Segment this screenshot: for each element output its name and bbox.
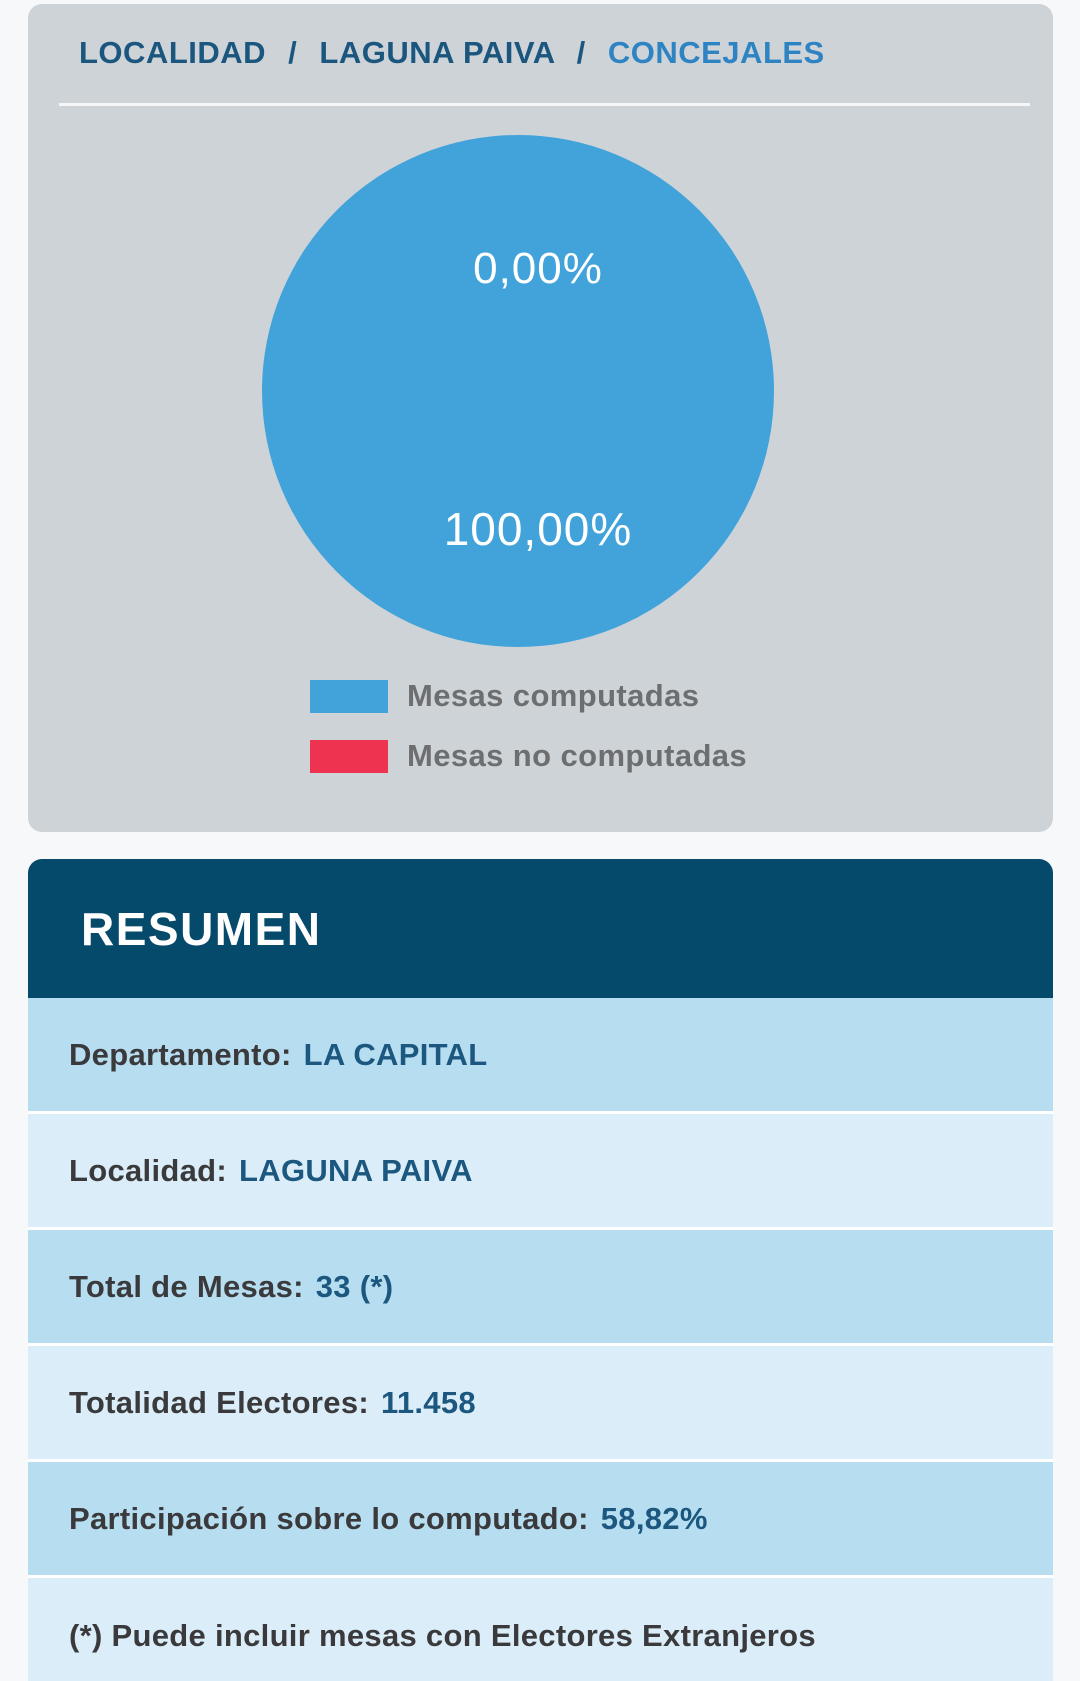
election-results-page: LOCALIDAD / LAGUNA PAIVA / CONCEJALES 0,… <box>0 4 1080 1681</box>
chart-card: LOCALIDAD / LAGUNA PAIVA / CONCEJALES 0,… <box>28 4 1053 832</box>
breadcrumb-separator-icon: / <box>288 35 298 70</box>
legend-item-mesas-computadas[interactable]: Mesas computadas <box>310 678 747 714</box>
summary-row-localidad: Localidad: LAGUNA PAIVA <box>28 1114 1053 1227</box>
legend-label-mesas-no-computadas: Mesas no computadas <box>407 738 748 773</box>
summary-row-departamento: Departamento: LA CAPITAL <box>28 998 1053 1111</box>
row-label: (*) Puede incluir mesas con Electores Ex… <box>69 1618 816 1653</box>
legend-item-mesas-no-computadas[interactable]: Mesas no computadas <box>310 738 747 774</box>
breadcrumb-divider <box>59 103 1030 106</box>
row-label: Total de Mesas: <box>69 1268 304 1304</box>
breadcrumb-separator-icon: / <box>576 35 586 70</box>
chart-legend: Mesas computadas Mesas no computadas <box>310 678 747 798</box>
legend-swatch-red-icon <box>310 739 388 773</box>
row-value: 11.458 <box>381 1384 476 1420</box>
row-value: LAGUNA PAIVA <box>239 1152 473 1188</box>
row-value: LA CAPITAL <box>303 1036 488 1072</box>
legend-label-mesas-computadas: Mesas computadas <box>407 678 700 713</box>
legend-swatch-blue-icon <box>310 679 388 713</box>
row-value: 58,82% <box>600 1500 708 1536</box>
breadcrumb-item-localidad[interactable]: LOCALIDAD <box>79 35 267 70</box>
pie-chart: 0,00% 100,00% <box>262 135 774 647</box>
row-label: Departamento: <box>69 1036 292 1072</box>
row-label: Totalidad Electores: <box>69 1384 369 1420</box>
row-value: 33 (*) <box>315 1268 394 1304</box>
breadcrumb: LOCALIDAD / LAGUNA PAIVA / CONCEJALES <box>79 36 825 70</box>
breadcrumb-item-concejales[interactable]: CONCEJALES <box>607 35 825 70</box>
summary-title: RESUMEN <box>81 902 322 955</box>
pie-datalabel-mesas-computadas: 100,00% <box>443 503 633 555</box>
summary-row-totalidad-electores: Totalidad Electores: 11.458 <box>28 1346 1053 1459</box>
summary-row-participacion: Participación sobre lo computado: 58,82% <box>28 1462 1053 1575</box>
summary-header: RESUMEN <box>28 859 1053 998</box>
row-label: Participación sobre lo computado: <box>69 1500 589 1536</box>
summary-row-footnote: (*) Puede incluir mesas con Electores Ex… <box>28 1578 1053 1681</box>
summary-row-total-mesas: Total de Mesas: 33 (*) <box>28 1230 1053 1343</box>
row-label: Localidad: <box>69 1152 228 1188</box>
pie-datalabel-mesas-no-computadas: 0,00% <box>473 244 603 293</box>
summary-card: RESUMEN Departamento: LA CAPITAL Localid… <box>28 859 1053 1681</box>
summary-rows: Departamento: LA CAPITAL Localidad: LAGU… <box>28 998 1053 1681</box>
breadcrumb-item-laguna-paiva[interactable]: LAGUNA PAIVA <box>319 35 555 70</box>
